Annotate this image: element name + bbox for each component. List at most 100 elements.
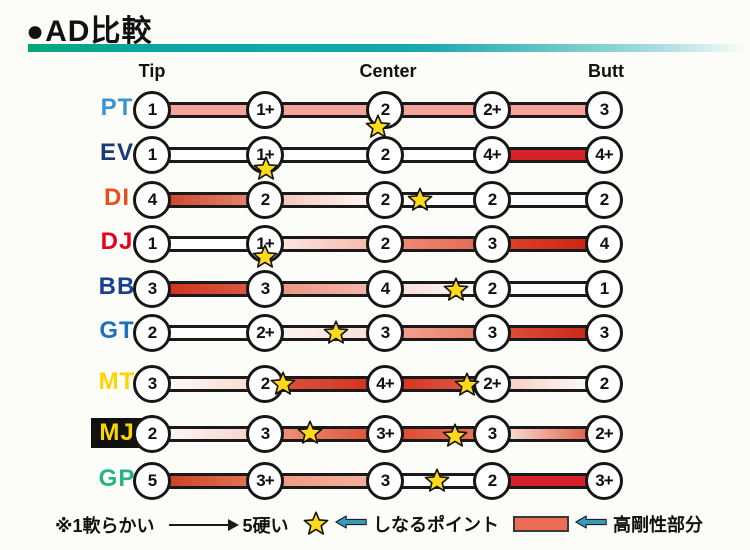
flex-value-circle: 3 xyxy=(366,462,404,500)
shaft-label-GT: GT xyxy=(99,317,135,344)
shaft-label-PT: PT xyxy=(100,94,134,121)
page-title: ●AD比較 xyxy=(26,15,153,48)
stiffness-segment xyxy=(152,325,265,341)
legend-high-rigidity-label: 高剛性部分 xyxy=(613,515,703,535)
stiffness-segment xyxy=(265,102,385,118)
legend-bend-point-label: しなるポイント xyxy=(373,515,499,535)
bend-point-star-icon xyxy=(323,320,349,346)
title-underline xyxy=(28,44,746,52)
stiffness-segment xyxy=(265,147,385,163)
scale-right-arrow-icon xyxy=(168,519,239,531)
flex-value-circle: 3 xyxy=(133,270,171,308)
flex-value-circle: 2 xyxy=(366,181,404,219)
stiffness-segment xyxy=(492,325,604,341)
flex-value-circle: 3 xyxy=(133,365,171,403)
scale-footnote-min: ※1軟らかい xyxy=(55,516,155,536)
flex-value-circle: 2 xyxy=(473,462,511,500)
stiffness-segment xyxy=(152,473,265,489)
flex-value-circle: 2 xyxy=(133,415,171,453)
flex-value-circle: 2+ xyxy=(585,415,623,453)
scale-footnote-max: 5硬い xyxy=(242,516,289,536)
flex-value-circle: 4 xyxy=(133,181,171,219)
bend-point-star-icon xyxy=(365,114,391,140)
bend-point-star-icon xyxy=(270,371,296,397)
scale-footnote: ※1軟らかい 5硬い xyxy=(55,512,289,538)
flex-value-circle: 3+ xyxy=(366,415,404,453)
flex-value-circle: 4+ xyxy=(473,136,511,174)
stiffness-segment xyxy=(492,102,604,118)
flex-value-circle: 1 xyxy=(133,136,171,174)
stiffness-segment xyxy=(152,426,265,442)
shaft-label-MT: MT xyxy=(98,368,136,395)
flex-value-circle: 2 xyxy=(473,181,511,219)
bend-point-star-icon xyxy=(297,420,323,446)
flex-value-circle: 1 xyxy=(585,270,623,308)
stiffness-segment xyxy=(152,236,265,252)
stiffness-segment xyxy=(385,281,492,297)
stiffness-segment xyxy=(492,376,604,392)
col-header-center: Center xyxy=(359,61,417,81)
stiffness-segment xyxy=(385,102,492,118)
star-icon xyxy=(303,511,329,537)
stiffness-segment xyxy=(385,325,492,341)
shaft-label-DJ: DJ xyxy=(100,228,134,255)
left-arrow-icon xyxy=(575,513,607,536)
stiffness-segment xyxy=(152,147,265,163)
flex-value-circle: 3 xyxy=(366,314,404,352)
bend-point-star-icon xyxy=(443,277,469,303)
stiffness-segment xyxy=(492,147,604,163)
stiffness-segment xyxy=(152,376,265,392)
left-arrow-icon xyxy=(335,513,367,536)
stiffness-segment xyxy=(492,236,604,252)
flex-value-circle: 3 xyxy=(585,314,623,352)
stiffness-segment xyxy=(492,473,604,489)
stiffness-segment xyxy=(265,426,385,442)
flex-value-circle: 1 xyxy=(133,225,171,263)
stiffness-segment xyxy=(265,281,385,297)
flex-value-circle: 1+ xyxy=(246,91,284,129)
flex-value-circle: 2 xyxy=(585,365,623,403)
high-rigidity-swatch xyxy=(513,516,569,532)
flex-value-circle: 2+ xyxy=(473,91,511,129)
flex-value-circle: 2+ xyxy=(246,314,284,352)
flex-value-circle: 5 xyxy=(133,462,171,500)
stiffness-segment xyxy=(385,426,492,442)
bend-point-star-icon xyxy=(454,372,480,398)
stiffness-segment xyxy=(152,102,265,118)
col-header-tip: Tip xyxy=(138,61,166,81)
shaft-label-BB: BB xyxy=(98,273,136,300)
flex-value-circle: 4 xyxy=(585,225,623,263)
legend-high-rigidity: 高剛性部分 xyxy=(513,511,703,537)
col-header-butt: Butt xyxy=(588,61,624,81)
legend-bend-point: しなるポイント xyxy=(303,511,499,537)
flex-value-circle: 1 xyxy=(133,91,171,129)
flex-value-circle: 2 xyxy=(585,181,623,219)
flex-value-circle: 2 xyxy=(246,181,284,219)
stiffness-segment xyxy=(385,147,492,163)
bend-point-star-icon xyxy=(442,423,468,449)
stiffness-segment xyxy=(265,473,385,489)
stiffness-segment xyxy=(492,192,604,208)
flex-value-circle: 2 xyxy=(473,270,511,308)
stiffness-segment xyxy=(492,426,604,442)
flex-value-circle: 3+ xyxy=(585,462,623,500)
stiffness-segment xyxy=(152,192,265,208)
shaft-label-EV: EV xyxy=(99,139,134,166)
stiffness-segment xyxy=(265,325,385,341)
flex-value-circle: 2 xyxy=(366,225,404,263)
flex-value-circle: 2 xyxy=(133,314,171,352)
stiffness-segment xyxy=(385,236,492,252)
bend-point-star-icon xyxy=(252,244,278,270)
flex-value-circle: 3+ xyxy=(246,462,284,500)
shaft-label-GP: GP xyxy=(98,465,136,492)
flex-value-circle: 3 xyxy=(473,225,511,263)
flex-value-circle: 4+ xyxy=(366,365,404,403)
flex-value-circle: 4 xyxy=(366,270,404,308)
flex-value-circle: 3 xyxy=(473,314,511,352)
flex-value-circle: 4+ xyxy=(585,136,623,174)
bend-point-star-icon xyxy=(407,187,433,213)
stiffness-segment xyxy=(152,281,265,297)
flex-value-circle: 2 xyxy=(366,136,404,174)
bend-point-star-icon xyxy=(424,468,450,494)
